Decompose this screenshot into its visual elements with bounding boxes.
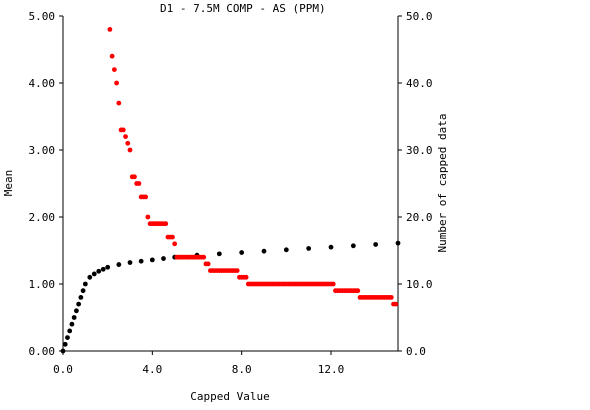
capped-count-point [234,268,240,273]
mean-point [216,251,222,257]
mean-point [149,257,155,263]
mean-point [65,335,70,340]
chart-title: D1 - 7.5M COMP - AS (PPM) [160,2,326,15]
capped-count-point [170,234,175,240]
capped-count-point [120,127,126,133]
y2-axis-title: Number of capped data [436,113,449,252]
y-tick-label: 3.00 [29,144,56,157]
capped-count-point [116,100,122,106]
capped-count-point [388,295,394,300]
mean-point [80,288,86,294]
mean-point [261,248,267,254]
ticks: 0.0 4.0 8.0 12.0 0.00 1.00 2.00 3.00 4.00 5.00 0.0… [29,10,433,376]
y2-tick-label: 10.0 [406,278,433,291]
capped-count-point [330,281,336,287]
mean-point [69,321,75,327]
x-tick-label: 0.0 [53,363,73,376]
x-tick-label: 4.0 [142,363,162,376]
mean-point [105,264,111,270]
mean-point [328,244,334,250]
capped-count-point [125,140,131,146]
x-tick-label: 12.0 [318,363,345,376]
mean-point [116,262,122,267]
mean-point [87,274,93,280]
y-tick-label: 1.00 [29,278,56,291]
x-tick-label: 8.0 [232,363,252,376]
capped-count-point [201,254,207,260]
mean-point [373,242,379,247]
capped-count-point [393,301,399,307]
mean-point [62,341,68,347]
capped-count-point [111,67,117,72]
mean-point [78,295,84,300]
mean-point [350,243,356,249]
y-axis-title: Mean [2,170,15,197]
capped-count-point [132,174,137,180]
mean-point [161,256,166,261]
mean-point [74,308,79,314]
y2-tick-label: 30.0 [406,144,433,157]
mean-point [76,301,82,307]
mean-point [71,315,77,320]
plot-frame [62,16,399,352]
mean-point [82,281,88,287]
capped-count-point [163,221,169,227]
capped-count-point [136,181,142,186]
y-tick-label: 5.00 [29,10,56,23]
mean-point [96,268,102,274]
y2-tick-label: 20.0 [406,211,433,224]
capped-count-point [143,194,149,200]
capped-count-point [243,274,249,280]
y-tick-label: 4.00 [29,77,56,90]
mean-point [91,271,97,277]
mean-point [67,328,73,334]
x-axis-title: Capped Value [190,390,269,403]
mean-point [306,246,312,251]
capped-count-point [355,288,361,294]
mean-point [60,348,66,354]
capped-count-point [114,80,119,86]
capped-count-point [123,134,128,140]
capped-count-point [145,214,151,220]
mean-point [239,250,245,255]
capped-count-point [172,241,178,247]
y2-tick-label: 50.0 [406,10,433,23]
y-tick-label: 0.00 [29,345,56,358]
mean-point [283,247,289,253]
capped-count-point [107,27,113,32]
y2-tick-label: 0.0 [406,345,426,358]
mean-point [395,240,401,246]
mean-point [100,266,106,272]
series-layer [60,27,401,354]
mean-point [138,258,144,264]
mean-point [127,260,133,265]
y-tick-label: 2.00 [29,211,56,224]
y2-tick-label: 40.0 [406,77,433,90]
capped-count-point [109,53,115,59]
capped-count-point [127,147,133,153]
capped-count-point [205,261,211,267]
